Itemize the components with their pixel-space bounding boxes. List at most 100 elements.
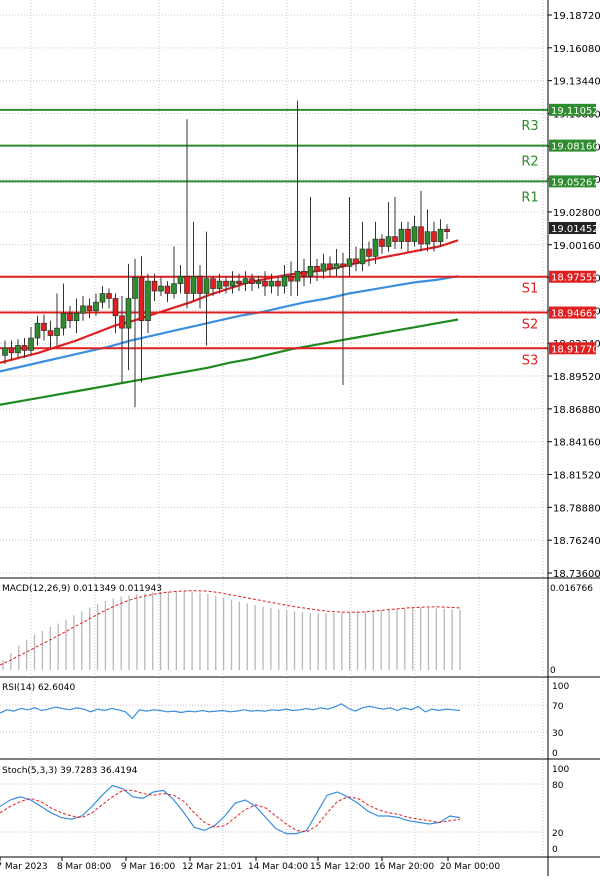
stoch-tick-label: 100 xyxy=(552,765,569,775)
candle xyxy=(301,258,307,287)
stoch-tick-label: 20 xyxy=(552,829,564,839)
candle xyxy=(28,326,34,356)
rsi-panel: RSI(14) 62.6040 100 70 30 0 xyxy=(0,678,600,760)
candle-body-bull xyxy=(372,238,379,257)
candle xyxy=(34,315,41,346)
rsi-line xyxy=(0,703,461,720)
price-tick-label: 19.00160 xyxy=(553,241,600,252)
candle-body-bull xyxy=(145,280,151,322)
level-price-label: 19.08160 xyxy=(551,142,599,153)
candle-body-bull xyxy=(93,301,99,312)
candle-body-bear xyxy=(379,238,385,247)
candle xyxy=(197,265,203,309)
level-name-r2: R2 xyxy=(521,155,538,170)
candle-body-bear xyxy=(314,265,320,272)
candle xyxy=(177,265,184,294)
candle xyxy=(138,256,145,383)
time-tick-label: 15 Mar 12:00 xyxy=(310,862,370,872)
macd-tick-label: 0.016766 xyxy=(550,584,593,594)
candle-body-bull xyxy=(307,265,314,277)
price-tick-label: 19.02800 xyxy=(553,208,600,219)
candle xyxy=(125,263,132,371)
candle-body-bear xyxy=(86,305,93,312)
candle xyxy=(437,219,444,247)
candle-body-bull xyxy=(158,285,164,292)
candle xyxy=(320,253,327,279)
candle xyxy=(268,273,275,294)
candle xyxy=(294,100,301,296)
candle-body-bear xyxy=(366,248,372,257)
macd-tick-label: 0 xyxy=(550,666,556,676)
candle-body-bear xyxy=(340,263,346,267)
candle xyxy=(327,256,333,277)
candle xyxy=(262,271,268,296)
candle xyxy=(171,246,177,299)
level-badge-r2 xyxy=(549,139,596,152)
candle-body-bull xyxy=(171,283,177,294)
candle xyxy=(255,276,262,289)
candle-body-bull xyxy=(411,226,418,242)
candle xyxy=(411,215,418,247)
candle xyxy=(242,271,249,292)
rsi-title: RSI(14) 62.6040 xyxy=(2,683,75,693)
macd-panel: MACD(12,26,9) 0.011349 0.011943 0.016766 0 xyxy=(0,580,600,678)
candle-body-bull xyxy=(132,277,138,299)
candle-body-bear xyxy=(249,278,255,284)
candle-body-bull xyxy=(99,293,106,303)
candle xyxy=(86,298,93,319)
candle-body-bull xyxy=(28,337,34,351)
level-price-label: 19.05267 xyxy=(551,177,599,188)
level-badge-s3 xyxy=(549,342,596,355)
candle-body-bear xyxy=(197,275,203,294)
candle xyxy=(372,221,379,264)
candle xyxy=(190,221,197,301)
candle-body-bull xyxy=(333,263,340,270)
candle xyxy=(281,265,288,294)
candle xyxy=(21,338,28,358)
macd-signal-line xyxy=(0,590,461,666)
candle-body-bear xyxy=(275,280,281,287)
candle-body-bull xyxy=(437,228,444,242)
candle xyxy=(392,197,398,249)
rsi-tick-label: 100 xyxy=(552,682,569,692)
candle xyxy=(223,277,229,294)
candle-body-bear xyxy=(119,315,125,329)
candle-body-bear xyxy=(8,347,15,354)
candle-body-bull xyxy=(424,231,431,245)
candle-body-bull xyxy=(398,228,405,242)
candle-body-bull xyxy=(177,275,184,284)
candle-body-bull xyxy=(15,345,21,354)
level-name-s1: S1 xyxy=(522,282,539,297)
candle-body-bear xyxy=(327,263,333,270)
candle-body-bull xyxy=(34,322,41,339)
candle xyxy=(106,288,112,309)
candle-body-bear xyxy=(392,236,398,242)
candle xyxy=(249,273,255,292)
current-price-badge xyxy=(549,222,596,234)
candle-body-bear xyxy=(164,285,171,294)
candle xyxy=(93,293,99,316)
candle xyxy=(99,286,106,309)
candle-body-bull xyxy=(54,327,60,336)
candle xyxy=(366,241,372,267)
level-badge-s2 xyxy=(549,306,596,319)
level-badge-r3 xyxy=(549,103,596,116)
candle xyxy=(307,197,314,284)
candle-body-bear xyxy=(236,280,242,284)
candle-body-bull xyxy=(281,275,288,287)
price-tick-label: 18.86880 xyxy=(553,405,600,416)
candle-body-bear xyxy=(151,280,158,292)
candle xyxy=(119,295,125,383)
rsi-tick-label: 0 xyxy=(552,749,558,759)
candle xyxy=(184,119,190,309)
candle xyxy=(203,231,210,346)
candle xyxy=(67,305,73,329)
candle-body-bear xyxy=(138,277,145,322)
candle-body-bear xyxy=(112,298,119,317)
candle xyxy=(229,271,236,294)
candle xyxy=(379,234,385,254)
candle xyxy=(210,276,216,296)
